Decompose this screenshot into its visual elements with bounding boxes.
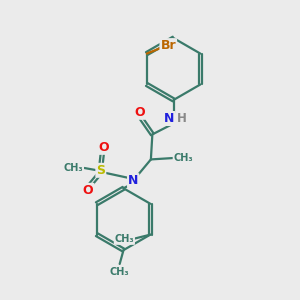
Text: CH₃: CH₃ (109, 267, 129, 277)
Text: CH₃: CH₃ (64, 163, 83, 173)
Text: Br: Br (160, 39, 176, 52)
Text: O: O (134, 106, 145, 119)
Text: H: H (177, 112, 187, 125)
Text: N: N (164, 112, 174, 125)
Text: N: N (128, 174, 138, 187)
Text: CH₃: CH₃ (173, 153, 193, 163)
Text: S: S (96, 164, 105, 177)
Text: CH₃: CH₃ (115, 234, 134, 244)
Text: O: O (98, 141, 109, 154)
Text: O: O (83, 184, 94, 197)
